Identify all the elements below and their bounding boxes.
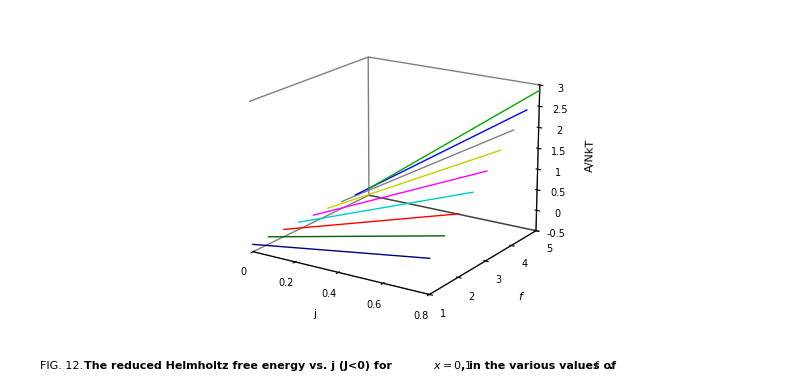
Text: .: . [605, 362, 613, 371]
Text: FIG. 12.: FIG. 12. [40, 362, 87, 371]
Text: The reduced Helmholtz free energy vs. j (J<0) for: The reduced Helmholtz free energy vs. j … [84, 362, 396, 371]
Y-axis label: f: f [517, 292, 521, 302]
Text: $x = 0.1$: $x = 0.1$ [433, 359, 472, 371]
X-axis label: j: j [313, 309, 316, 319]
Text: , in the various values of: , in the various values of [461, 362, 620, 371]
Text: $f$: $f$ [593, 359, 600, 371]
